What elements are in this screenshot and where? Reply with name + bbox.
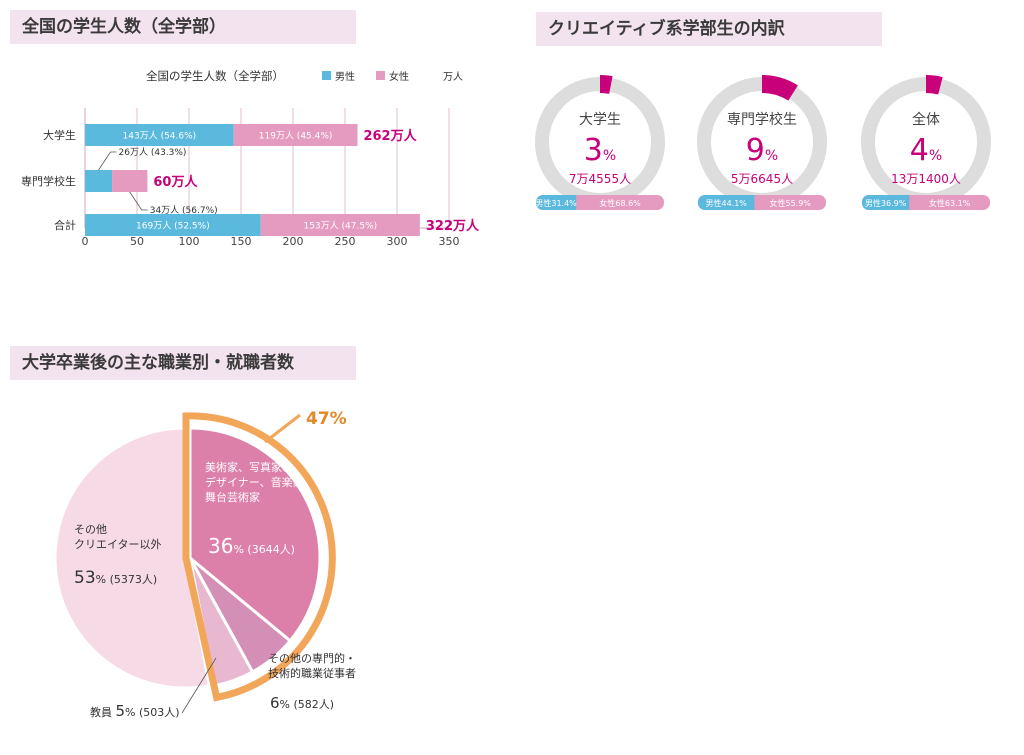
creative-section-header: クリエイティブ系学部生の内訳: [536, 12, 882, 46]
callout-line-male: [98, 151, 117, 171]
slice-label-artists-text: 舞台芸術家: [205, 490, 260, 504]
bar-male-label: 26万人 (43.3%): [119, 147, 187, 158]
x-tick-label: 100: [179, 235, 200, 248]
gender-female-label: 女性68.6%: [599, 198, 641, 208]
gender-female-label: 女性63.1%: [929, 198, 971, 208]
slice-percent-other: 53% (5373人): [74, 568, 157, 588]
bar-male: [85, 214, 261, 236]
x-tick-label: 250: [335, 235, 356, 248]
legend-male-swatch: [322, 71, 331, 80]
ring-percent-label: 9%: [746, 133, 778, 168]
bar-male-label: 169万人 (52.5%): [136, 221, 210, 232]
highlight-leader-line: [264, 413, 301, 444]
highlight-outline: [182, 412, 336, 702]
pie-slice-artists: [188, 426, 322, 643]
slice-label-other-text: クリエイター以外: [74, 538, 162, 551]
unit-label: 万人: [443, 71, 463, 83]
slice-label-artists-text: 美術家、写真家、: [205, 460, 293, 474]
jobs-section-header: 大学卒業後の主な職業別・就職者数: [10, 346, 356, 380]
ring-share-arc: [599, 75, 613, 94]
slice-label-other-text: その他: [74, 523, 107, 536]
bar-total-label: 322万人: [426, 218, 480, 234]
bar-female-label: 153万人 (47.5%): [303, 221, 377, 232]
gender-male-label: 男性31.4%: [535, 198, 577, 208]
pie-slice-other: [53, 426, 212, 690]
slice-label-professional-text: 技術的職業従事者: [268, 666, 356, 680]
bar-female: [260, 214, 420, 236]
x-tick-label: 150: [231, 235, 252, 248]
x-tick-label: 50: [130, 235, 144, 248]
gender-male-label: 男性44.1%: [706, 198, 748, 208]
gender-female-label: 女性55.9%: [770, 198, 812, 208]
highlight-percent-label: 47%: [306, 409, 347, 429]
ring-count-label: 13万1400人: [891, 172, 961, 186]
x-tick-label: 200: [283, 235, 304, 248]
ring-percent-label: 4%: [910, 133, 942, 168]
ring-count-label: 7万4555人: [569, 172, 631, 186]
gender-bar-male: [698, 195, 755, 210]
slice-percent-professional: 6% (582人): [270, 694, 334, 712]
category-label: 大学生: [43, 128, 76, 142]
category-label: 専門学校生: [21, 174, 76, 188]
slice-leader-teacher: [181, 657, 217, 714]
legend-female-label: 女性: [389, 70, 409, 83]
bar-male: [85, 170, 113, 192]
jobs-pie-chart: 47% 美術家、写真家、デザイナー、音楽家、舞台芸術家 36% (3644人) その他…: [53, 409, 356, 720]
category-label: 合計: [54, 218, 76, 232]
ring-category-label: 専門学校生: [727, 111, 797, 128]
bar-male-label: 143万人 (54.6%): [123, 131, 197, 142]
legend-male-label: 男性: [335, 70, 355, 83]
ring-share-arc: [761, 75, 798, 101]
bar-female-label: 34万人 (56.7%): [150, 205, 218, 216]
ring-share-arc: [925, 75, 943, 95]
students-bar-chart: 全国の学生人数（全学部） 男性 女性 万人 0 50 100 150 200 250 300 350 大…: [21, 69, 480, 248]
legend-female-swatch: [376, 71, 385, 80]
slice-label-professional-text: その他の専門的・: [268, 651, 356, 665]
x-tick-label: 350: [439, 235, 460, 248]
bar-total-label: 60万人: [153, 174, 198, 190]
gender-bar-male: [862, 195, 910, 210]
x-tick-label: 0: [82, 235, 89, 248]
slice-percent-artists: 36% (3644人): [208, 534, 295, 558]
bar-female-label: 119万人 (45.4%): [259, 131, 333, 142]
gender-male-label: 男性36.9%: [865, 198, 907, 208]
bar-male: [85, 124, 234, 146]
bar-female: [112, 170, 148, 192]
bar-female: [233, 124, 358, 146]
bar-total-label: 262万人: [363, 128, 417, 144]
ring-category-label: 全体: [912, 111, 940, 128]
slice-label-artists-text: デザイナー、音楽家、: [205, 475, 315, 489]
bar-chart-title: 全国の学生人数（全学部）: [146, 69, 284, 83]
slice-label-teacher: 教員 5% (503人): [90, 702, 180, 720]
ring-percent-label: 3%: [584, 133, 616, 168]
ring-count-label: 5万6645人: [731, 172, 793, 186]
ring-category-label: 大学生: [579, 112, 621, 128]
x-tick-label: 300: [387, 235, 408, 248]
callout-line-female: [129, 191, 148, 211]
students-section-header: 全国の学生人数（全学部）: [10, 10, 356, 44]
gender-bar-male: [536, 195, 577, 210]
